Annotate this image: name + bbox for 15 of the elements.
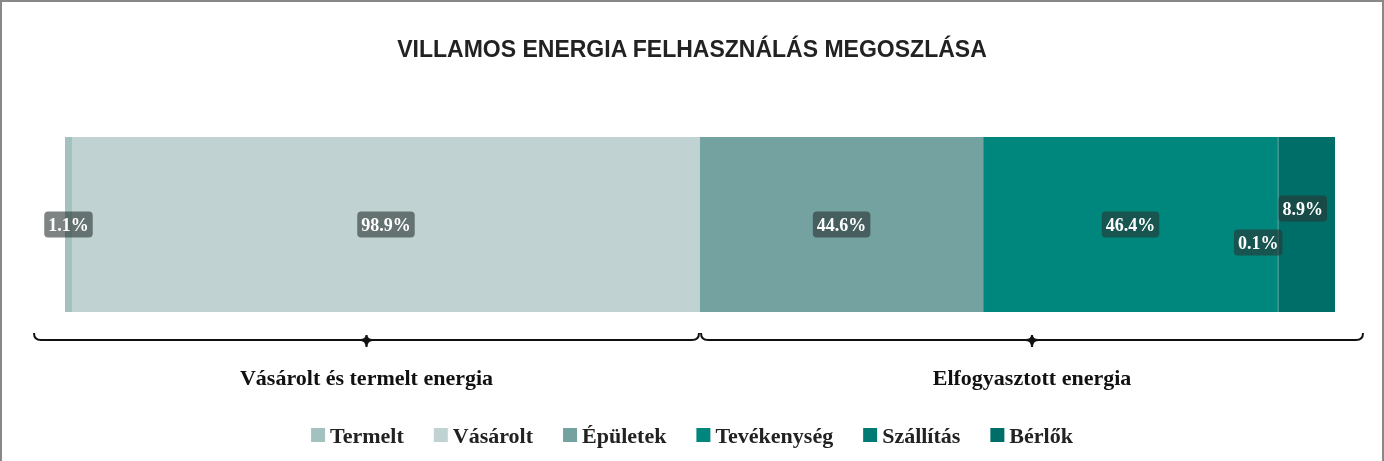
legend-label: Tevékenység <box>715 422 834 448</box>
chart-title: VILLAMOS ENERGIA FELHASZNÁLÁS MEGOSZLÁSA <box>397 34 987 62</box>
legend-label: Termelt <box>330 422 405 448</box>
data-label: 44.6% <box>816 214 867 235</box>
data-label: 0.1% <box>1237 232 1279 253</box>
data-label: 8.9% <box>1282 198 1323 219</box>
text: Elfogyasztott energia <box>932 364 1132 390</box>
legend-label: Épületek <box>582 422 668 448</box>
legend-label: Vásárolt <box>452 422 534 448</box>
data-label: 1.1% <box>48 214 89 235</box>
legend-label: Bérlők <box>1009 422 1074 448</box>
text: Vásárolt és termelt energia <box>239 364 494 390</box>
data-label: 98.9% <box>361 214 411 235</box>
data-label: 46.4% <box>1105 214 1156 235</box>
legend-label: Szállítás <box>882 422 961 448</box>
